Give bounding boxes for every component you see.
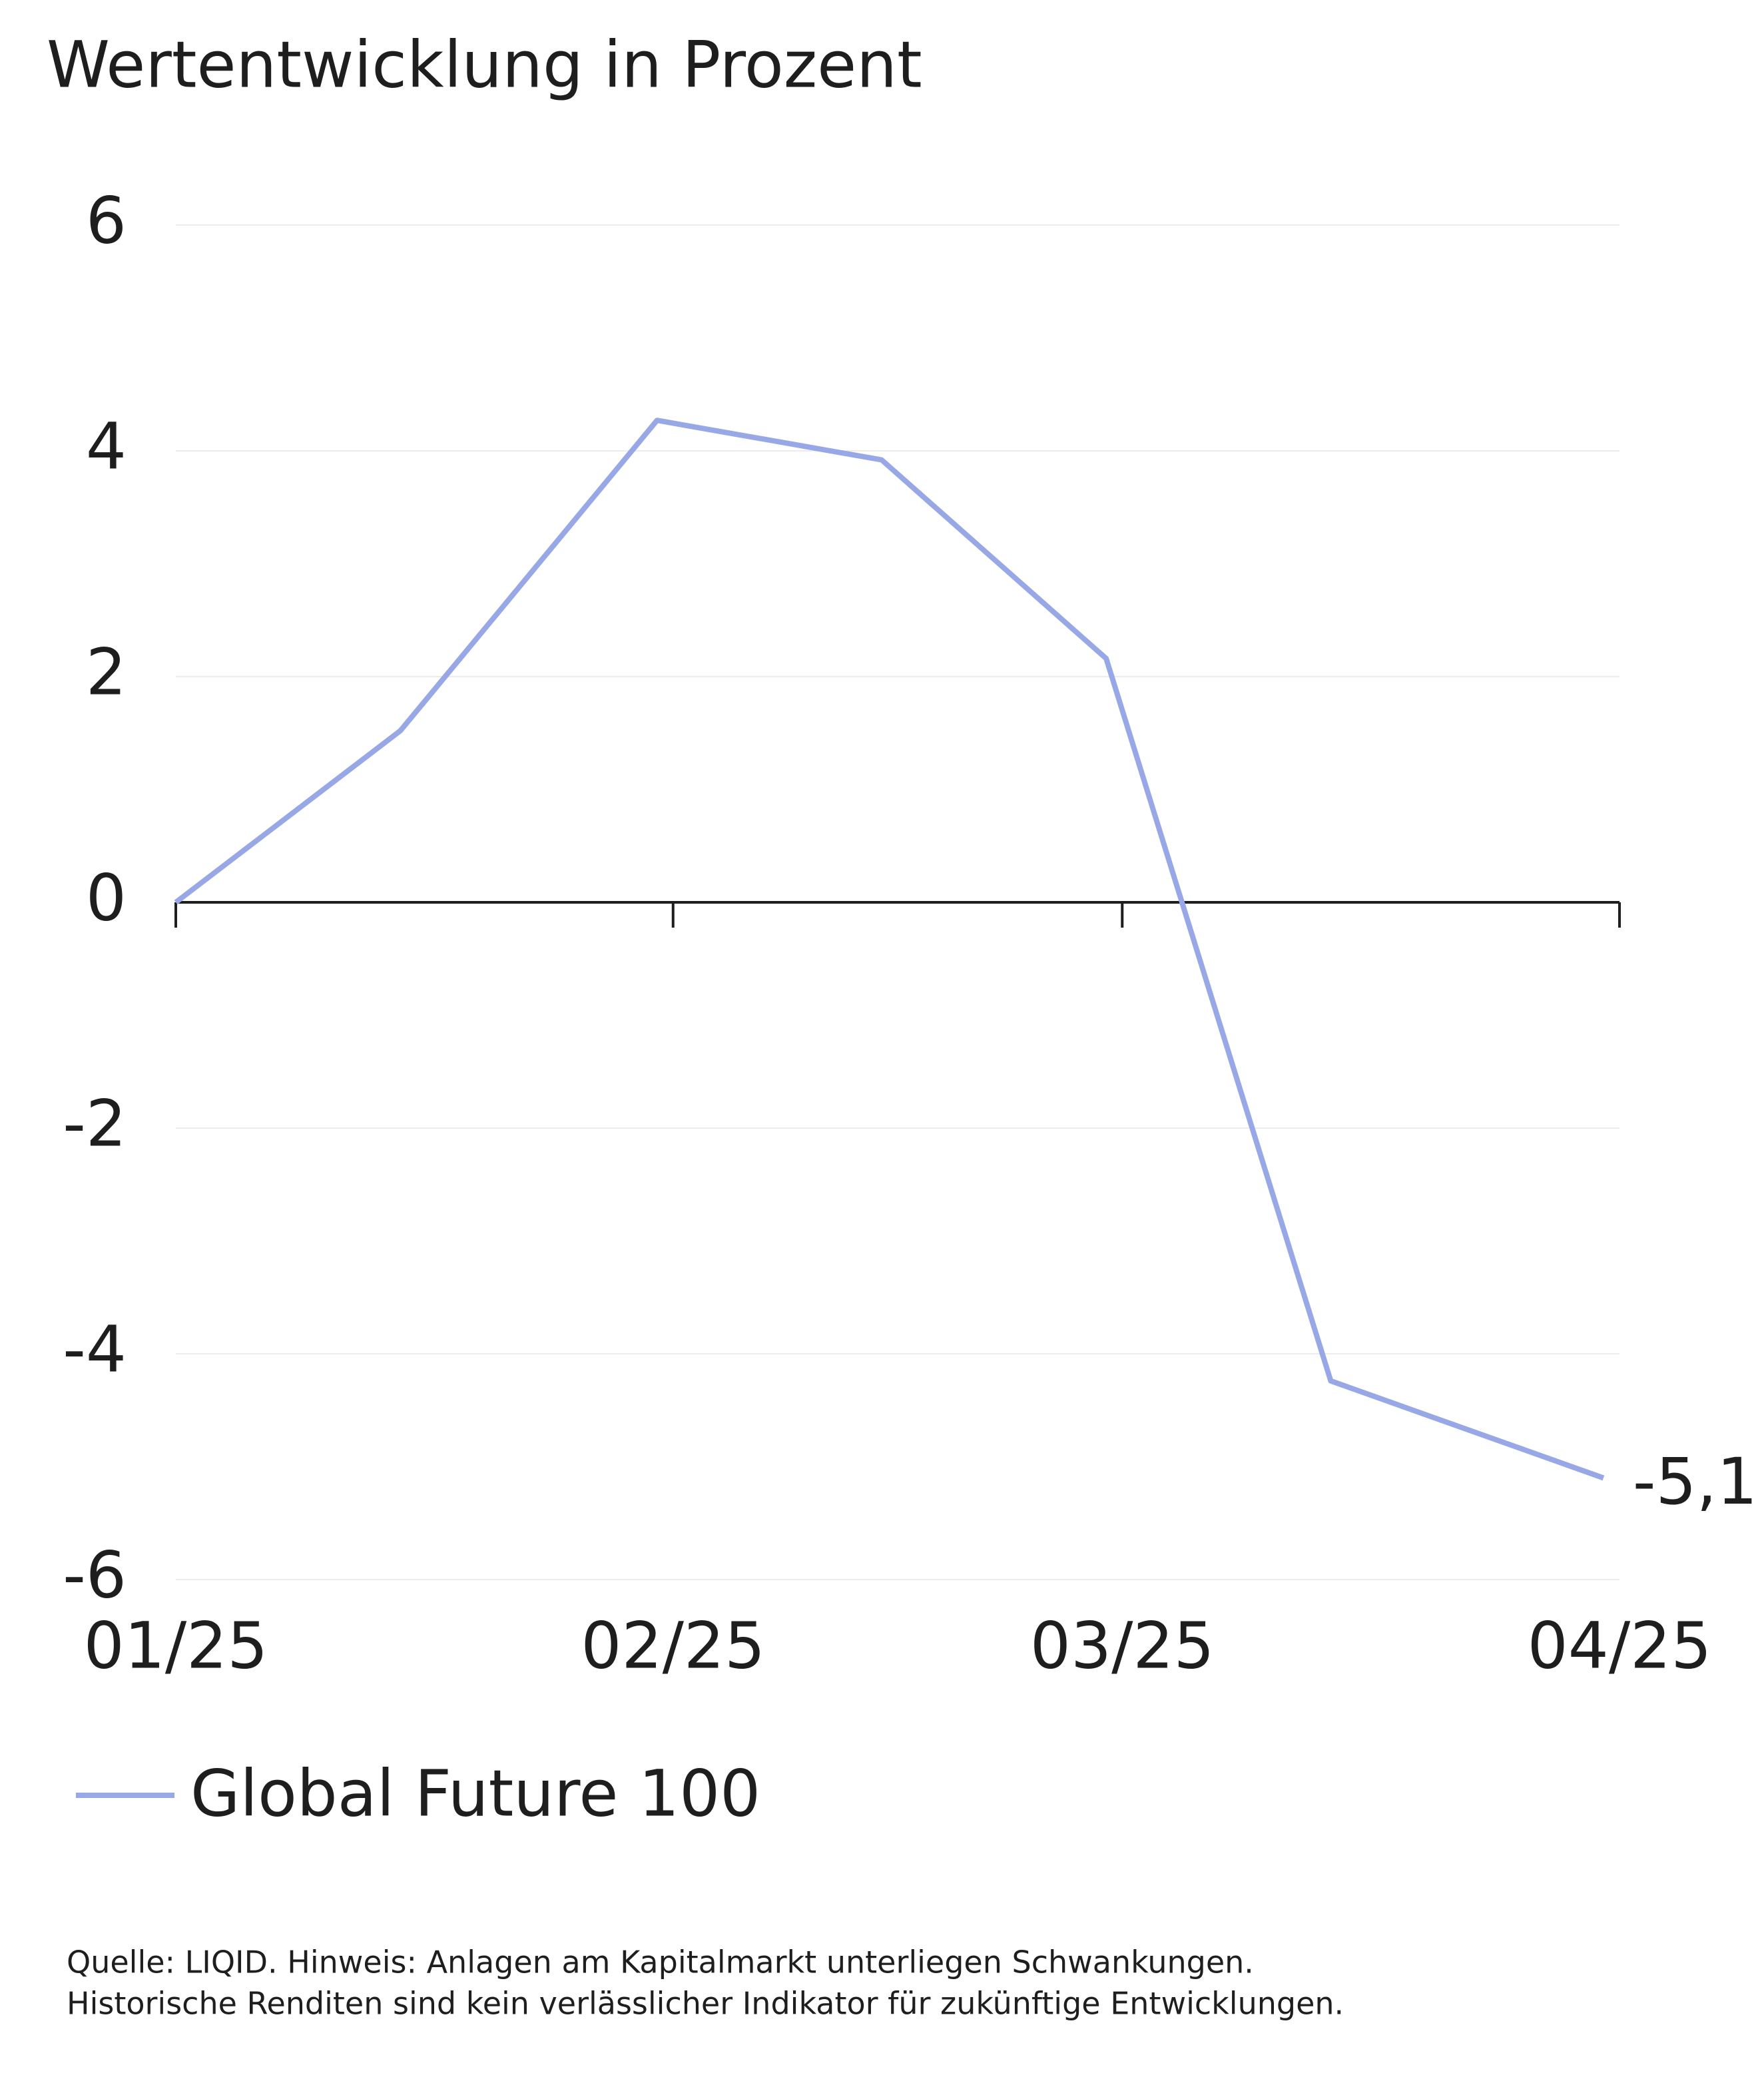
y-tick-label: -6	[63, 1538, 127, 1612]
legend-label: Global Future 100	[190, 1756, 760, 1831]
y-tick-label: 0	[86, 860, 127, 935]
footnote: Historische Renditen sind kein verlässli…	[67, 1986, 1344, 2022]
y-tick-label: -4	[63, 1312, 127, 1386]
y-tick-label: 4	[86, 409, 127, 483]
y-tick-label: -2	[63, 1086, 127, 1161]
chart-title: Wertentwicklung in Prozent	[47, 27, 922, 102]
x-tick-label: 02/25	[581, 1608, 765, 1683]
x-tick-label: 03/25	[1030, 1608, 1215, 1683]
y-tick-label: 2	[86, 635, 127, 709]
footnote: Quelle: LIQID. Hinweis: Anlagen am Kapit…	[67, 1944, 1254, 1980]
x-tick-label: 04/25	[1528, 1608, 1712, 1683]
value-label: -5,1	[1633, 1444, 1757, 1519]
data-line	[174, 418, 1605, 1481]
x-tick-label: 01/25	[84, 1608, 268, 1683]
y-tick-label: 6	[86, 183, 127, 258]
